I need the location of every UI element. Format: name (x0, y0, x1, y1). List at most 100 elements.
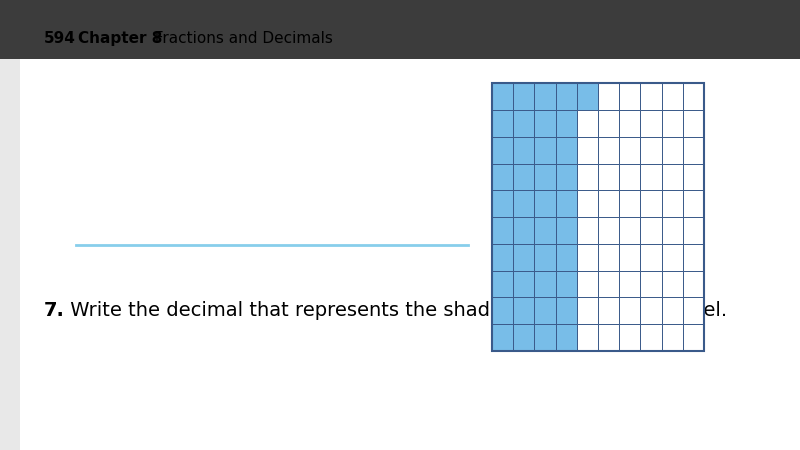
Bar (619, 110, 640, 137)
Bar (577, 217, 598, 244)
Bar (492, 110, 514, 137)
Bar (598, 244, 619, 271)
Bar (514, 137, 534, 164)
Bar (683, 110, 704, 137)
Bar (640, 244, 662, 271)
Bar (598, 271, 619, 297)
Bar (683, 244, 704, 271)
Bar (598, 324, 619, 351)
Bar (555, 297, 577, 324)
Bar (598, 217, 619, 244)
Text: 594: 594 (44, 31, 76, 46)
Bar (492, 297, 514, 324)
Bar (534, 297, 555, 324)
Bar (555, 164, 577, 190)
Bar (492, 83, 704, 351)
Bar (683, 137, 704, 164)
Bar (619, 297, 640, 324)
Bar (555, 110, 577, 137)
Bar (492, 137, 514, 164)
Bar (492, 164, 514, 190)
Bar (555, 83, 577, 110)
Bar (683, 297, 704, 324)
Bar (619, 324, 640, 351)
Bar (534, 217, 555, 244)
Bar (662, 217, 682, 244)
Bar (577, 297, 598, 324)
Bar (640, 137, 662, 164)
Bar (662, 83, 682, 110)
Bar (534, 324, 555, 351)
Bar (514, 271, 534, 297)
Bar (534, 244, 555, 271)
Bar (683, 190, 704, 217)
Bar (492, 190, 514, 217)
Bar (514, 83, 534, 110)
Text: Chapter 8: Chapter 8 (78, 31, 162, 46)
Bar (534, 271, 555, 297)
Bar (577, 110, 598, 137)
Bar (492, 217, 514, 244)
Bar (619, 83, 640, 110)
Bar (577, 271, 598, 297)
Text: Write the decimal that represents the shaded portion of the model.: Write the decimal that represents the sh… (64, 301, 727, 320)
Bar (534, 110, 555, 137)
Bar (555, 324, 577, 351)
Bar (683, 164, 704, 190)
Bar (640, 297, 662, 324)
Bar (577, 164, 598, 190)
Bar (683, 324, 704, 351)
Bar (492, 244, 514, 271)
Bar (514, 164, 534, 190)
Bar (577, 190, 598, 217)
Bar (640, 324, 662, 351)
Bar (640, 110, 662, 137)
Bar (598, 137, 619, 164)
Bar (534, 83, 555, 110)
Bar (598, 164, 619, 190)
Bar (598, 190, 619, 217)
Bar (683, 83, 704, 110)
Bar (534, 137, 555, 164)
Bar (514, 217, 534, 244)
Bar (662, 137, 682, 164)
Bar (20, 58, 800, 450)
Bar (662, 324, 682, 351)
Bar (514, 324, 534, 351)
Bar (555, 190, 577, 217)
Bar (662, 244, 682, 271)
Bar (662, 190, 682, 217)
Bar (534, 190, 555, 217)
Bar (683, 271, 704, 297)
Bar (492, 271, 514, 297)
Bar (619, 217, 640, 244)
Bar (577, 324, 598, 351)
Bar (619, 137, 640, 164)
Bar (555, 217, 577, 244)
Bar (492, 324, 514, 351)
Bar (598, 83, 619, 110)
Text: 7.: 7. (44, 301, 65, 320)
Bar (662, 271, 682, 297)
Text: Fractions and Decimals: Fractions and Decimals (145, 31, 333, 46)
Bar (514, 297, 534, 324)
Bar (619, 164, 640, 190)
Bar (619, 190, 640, 217)
Bar (577, 244, 598, 271)
Bar (492, 83, 514, 110)
Bar (662, 297, 682, 324)
Bar (683, 217, 704, 244)
Bar (514, 110, 534, 137)
Bar (640, 83, 662, 110)
Bar (555, 244, 577, 271)
Bar (514, 190, 534, 217)
Bar (662, 110, 682, 137)
Bar (619, 244, 640, 271)
Bar (577, 83, 598, 110)
Bar (640, 190, 662, 217)
Bar (598, 297, 619, 324)
Bar (555, 137, 577, 164)
Bar (619, 271, 640, 297)
Bar (577, 137, 598, 164)
Bar (534, 164, 555, 190)
